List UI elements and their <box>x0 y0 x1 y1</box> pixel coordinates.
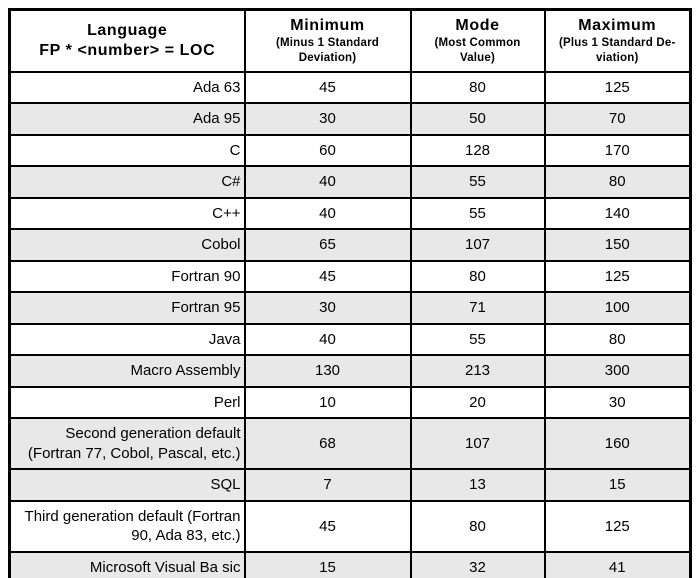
table-row: Second generation default (Fortran 77, C… <box>8 417 692 471</box>
language-cell: Second generation default (Fortran 77, C… <box>8 417 246 471</box>
minimum-cell: 7 <box>243 468 412 502</box>
minimum-cell: 45 <box>243 70 412 105</box>
language-cell: C <box>8 133 246 168</box>
maximum-cell: 125 <box>543 70 692 105</box>
maximum-cell: 41 <box>543 550 692 578</box>
language-cell: SQL <box>8 468 246 502</box>
minimum-cell: 40 <box>243 196 412 231</box>
header-row: Language FP * <number> = LOC Minimum (Mi… <box>8 8 692 73</box>
language-cell: Third generation default (Fortran 90, Ad… <box>8 499 246 553</box>
maximum-cell: 300 <box>543 354 692 388</box>
maximum-cell: 170 <box>543 133 692 168</box>
minimum-cell: 15 <box>243 550 412 578</box>
mode-cell: 55 <box>409 165 546 199</box>
table-row: Ada 63 45 80 125 <box>8 70 692 105</box>
mode-cell: 128 <box>409 133 546 168</box>
maximum-cell: 100 <box>543 291 692 325</box>
table-row: Fortran 90 45 80 125 <box>8 259 692 294</box>
fp-loc-conversion-table: Language FP * <number> = LOC Minimum (Mi… <box>8 8 692 578</box>
mode-cell: 32 <box>409 550 546 578</box>
mode-cell: 80 <box>409 499 546 553</box>
maximum-cell: 150 <box>543 228 692 262</box>
language-cell: Cobol <box>8 228 246 262</box>
header-language-title: Language <box>87 21 168 39</box>
language-cell: Fortran 95 <box>8 291 246 325</box>
table-row: Cobol 65 107 150 <box>8 228 692 262</box>
mode-cell: 55 <box>409 322 546 357</box>
language-cell: C# <box>8 165 246 199</box>
mode-cell: 50 <box>409 102 546 136</box>
mode-cell: 80 <box>409 70 546 105</box>
minimum-cell: 30 <box>243 102 412 136</box>
language-cell: Perl <box>8 385 246 420</box>
minimum-cell: 40 <box>243 165 412 199</box>
header-maximum-subtitle: (Plus 1 Standard De-viation) <box>559 37 676 64</box>
header-language-subtitle: FP * <number> = LOC <box>39 41 216 59</box>
language-cell: Ada 63 <box>8 70 246 105</box>
header-mode: Mode (Most Common Value) <box>409 8 546 73</box>
table-row: C++ 40 55 140 <box>8 196 692 231</box>
minimum-cell: 130 <box>243 354 412 388</box>
table-row: C 60 128 170 <box>8 133 692 168</box>
mode-cell: 71 <box>409 291 546 325</box>
language-cell: Macro Assembly <box>8 354 246 388</box>
table-row: Ada 95 30 50 70 <box>8 102 692 136</box>
header-maximum: Maximum (Plus 1 Standard De-viation) <box>543 8 692 73</box>
language-cell: C++ <box>8 196 246 231</box>
maximum-cell: 30 <box>543 385 692 420</box>
minimum-cell: 30 <box>243 291 412 325</box>
mode-cell: 55 <box>409 196 546 231</box>
header-minimum: Minimum (Minus 1 Standard Deviation) <box>243 8 412 73</box>
mode-cell: 80 <box>409 259 546 294</box>
language-cell: Microsoft Visual Ba sic <box>8 550 246 578</box>
table-row: Java 40 55 80 <box>8 322 692 357</box>
maximum-cell: 80 <box>543 322 692 357</box>
mode-cell: 107 <box>409 417 546 471</box>
table-row: Third generation default (Fortran 90, Ad… <box>8 499 692 553</box>
maximum-cell: 125 <box>543 259 692 294</box>
header-minimum-subtitle: (Minus 1 Standard Deviation) <box>275 37 380 64</box>
language-cell: Ada 95 <box>8 102 246 136</box>
maximum-cell: 80 <box>543 165 692 199</box>
table-row: C# 40 55 80 <box>8 165 692 199</box>
minimum-cell: 10 <box>243 385 412 420</box>
language-cell: Java <box>8 322 246 357</box>
minimum-cell: 45 <box>243 499 412 553</box>
minimum-cell: 65 <box>243 228 412 262</box>
table-row: SQL 7 13 15 <box>8 468 692 502</box>
maximum-cell: 15 <box>543 468 692 502</box>
header-mode-title: Mode <box>455 17 500 34</box>
table-row: Macro Assembly 130 213 300 <box>8 354 692 388</box>
maximum-cell: 125 <box>543 499 692 553</box>
minimum-cell: 45 <box>243 259 412 294</box>
table-row: Fortran 95 30 71 100 <box>8 291 692 325</box>
mode-cell: 107 <box>409 228 546 262</box>
mode-cell: 13 <box>409 468 546 502</box>
maximum-cell: 70 <box>543 102 692 136</box>
minimum-cell: 68 <box>243 417 412 471</box>
table-row: Microsoft Visual Ba sic 15 32 41 <box>8 550 692 578</box>
maximum-cell: 140 <box>543 196 692 231</box>
minimum-cell: 40 <box>243 322 412 357</box>
header-language: Language FP * <number> = LOC <box>8 8 246 73</box>
header-mode-subtitle: (Most Common Value) <box>434 37 521 64</box>
header-minimum-title: Minimum <box>290 17 365 34</box>
table-body: Ada 63 45 80 125 Ada 95 30 50 70 C 60 12… <box>8 70 692 578</box>
mode-cell: 213 <box>409 354 546 388</box>
header-maximum-title: Maximum <box>578 17 657 34</box>
maximum-cell: 160 <box>543 417 692 471</box>
minimum-cell: 60 <box>243 133 412 168</box>
table-row: Perl 10 20 30 <box>8 385 692 420</box>
mode-cell: 20 <box>409 385 546 420</box>
language-cell: Fortran 90 <box>8 259 246 294</box>
